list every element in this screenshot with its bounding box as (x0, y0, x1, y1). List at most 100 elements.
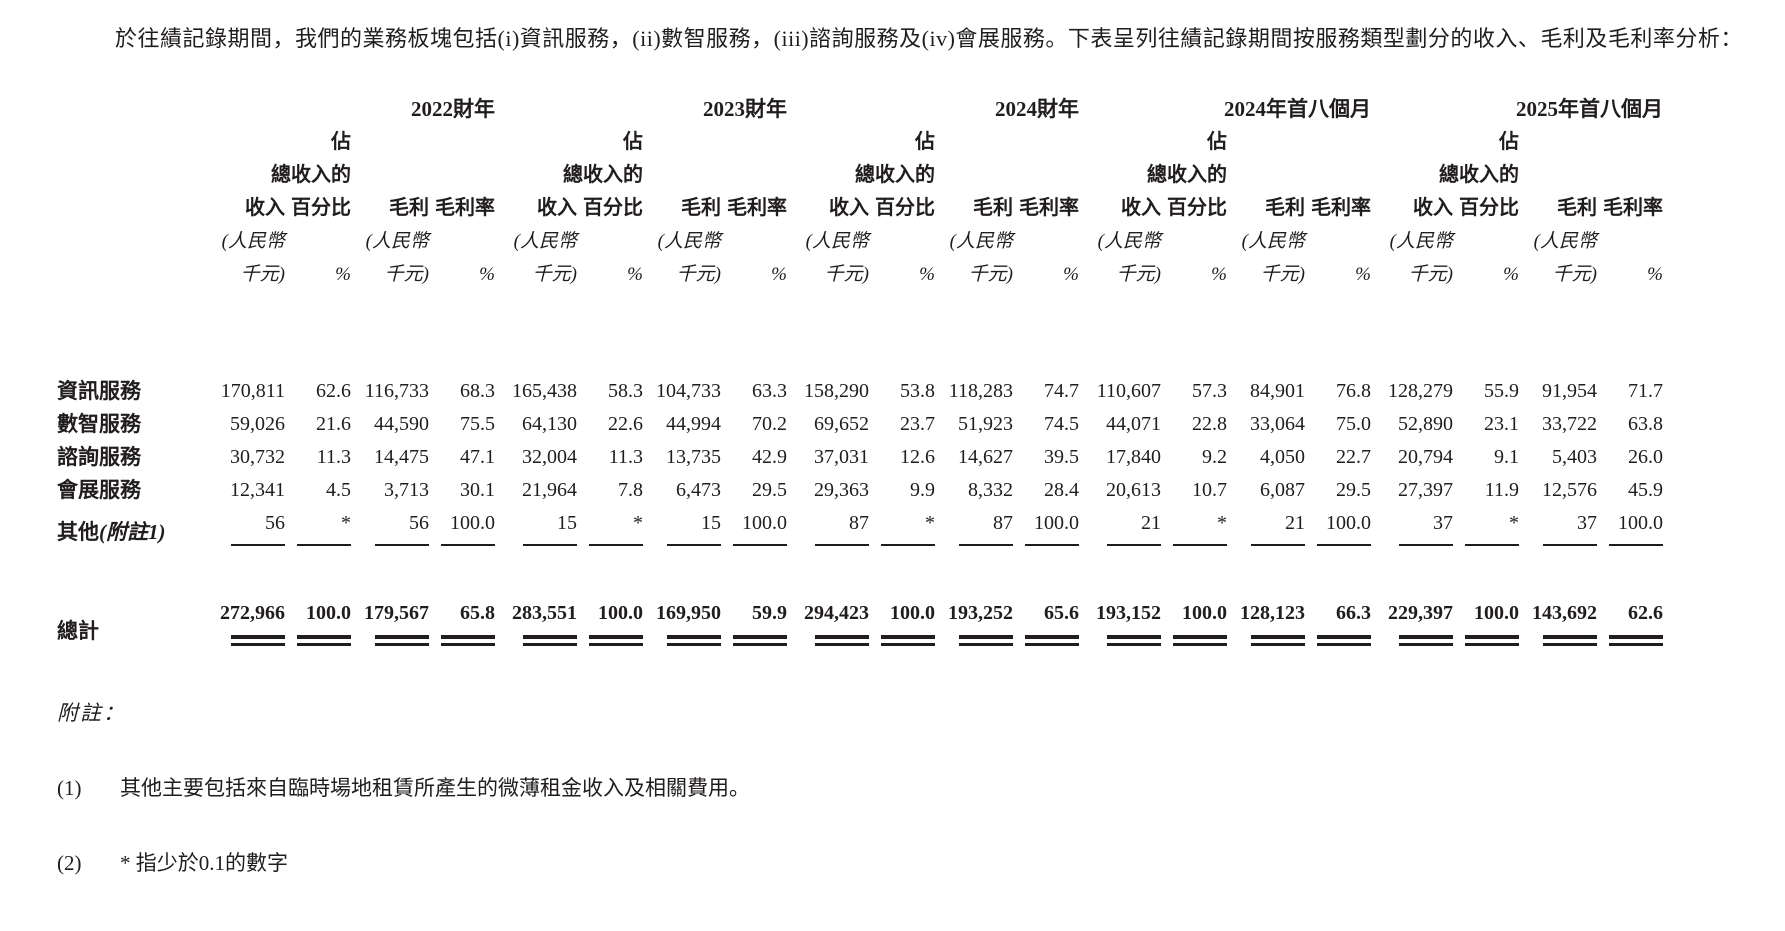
cell-text: 52,890 (1398, 413, 1453, 435)
value-cell-gross-profit: 56 (351, 507, 429, 549)
cell-text: 100.0 (598, 602, 643, 624)
cell-text: % (1063, 264, 1079, 285)
value-cell-gross-margin: 100.0 (1597, 507, 1663, 549)
cell-text: 179,567 (364, 602, 429, 624)
value-cell-gross-profit: 33,722 (1519, 408, 1597, 441)
unit-label-gross-profit: (人民幣 (1519, 225, 1597, 258)
table-corner (57, 93, 203, 126)
cell-text: 6,473 (676, 479, 721, 501)
cell-text: 47.1 (460, 446, 495, 468)
cell-text: % (919, 264, 935, 285)
pct-header-line2-gross-margin (1305, 159, 1371, 192)
pct-header-line2-gross-margin (429, 159, 495, 192)
cell-text: 千元) (1552, 264, 1597, 285)
unit-label-gross-margin (721, 225, 787, 258)
cell-text: 28.4 (1044, 479, 1079, 501)
cell-text: 51,923 (958, 413, 1013, 435)
pct-header-line1-gross-profit (935, 126, 1013, 159)
period-header-fy2023: 2023財年 (495, 93, 787, 126)
pct-header-line1-gross-margin (429, 126, 495, 159)
value-cell-gross-profit: 3,713 (351, 474, 429, 507)
cell-text: 12,341 (230, 479, 285, 501)
value-cell-gross-profit: 91,954 (1519, 375, 1597, 408)
value-cell-revenue: 44,071 (1079, 408, 1161, 441)
value-cell-gross-margin: 47.1 (429, 441, 495, 474)
single-underline (375, 544, 429, 546)
unit-label-revenue: (人民幣 (495, 225, 577, 258)
unit-label-pct-of-revenue: % (869, 258, 935, 291)
value-cell-revenue: 15 (495, 507, 577, 549)
cell-text: 百分比 (875, 197, 935, 219)
column-header-gross-profit: 毛利 (643, 192, 721, 225)
cell-text: 千元) (1408, 264, 1453, 285)
pct-header-line1-pct-of-revenue: 佔 (1161, 126, 1227, 159)
single-underline (441, 544, 495, 546)
value-cell-pct-of-revenue: 9.2 (1161, 441, 1227, 474)
unit-label-gross-profit: 千元) (1227, 258, 1305, 291)
single-underline (667, 544, 721, 546)
cell-text: 20,613 (1106, 479, 1161, 501)
pct-header-line1-revenue (495, 126, 577, 159)
total-cell-gross-margin: 62.6 (1597, 597, 1663, 648)
cell-text: 128,123 (1240, 602, 1305, 624)
total-cell-gross-margin: 65.8 (429, 597, 495, 648)
cell-text: 22.7 (1336, 446, 1371, 468)
single-underline (959, 544, 1013, 546)
cell-text: 收入 (245, 197, 285, 219)
column-header-revenue: 收入 (1079, 192, 1161, 225)
pct-header-line2-gross-margin (1013, 159, 1079, 192)
double-underline (959, 635, 1013, 646)
period-header-row: 2022財年 2023財年 2024財年 2024年首八個月 2025年首八個月 (57, 93, 1663, 126)
single-underline (1609, 544, 1663, 546)
cell-text: 165,438 (512, 380, 577, 402)
cell-text: 千元) (824, 264, 869, 285)
value-cell-pct-of-revenue: 9.1 (1453, 441, 1519, 474)
total-cell-gross-profit: 143,692 (1519, 597, 1597, 648)
double-underline (523, 635, 577, 646)
pct-header-line1-revenue (787, 126, 869, 159)
single-underline (589, 544, 643, 546)
column-header-gross-margin: 毛利率 (721, 192, 787, 225)
pct-header-line2-pct-of-revenue: 總收入的 (1147, 159, 1227, 192)
cell-text: 千元) (384, 264, 429, 285)
column-header-gross-profit: 毛利 (935, 192, 1013, 225)
column-header-pct-of-revenue: 百分比 (285, 192, 351, 225)
cell-text: * (1509, 512, 1519, 534)
row-label-consulting-services: 諮詢服務 (57, 441, 203, 474)
cell-text: 74.5 (1044, 413, 1079, 435)
value-cell-pct-of-revenue: * (1453, 507, 1519, 549)
single-underline (1107, 544, 1161, 546)
cell-text: 143,692 (1532, 602, 1597, 624)
cell-text: 56 (409, 512, 429, 534)
cell-text: 59.9 (752, 602, 787, 624)
value-cell-gross-profit: 44,590 (351, 408, 429, 441)
total-cell-gross-profit: 179,567 (351, 597, 429, 648)
cell-text: % (627, 264, 643, 285)
cell-text: 11.3 (316, 446, 351, 468)
cell-text: 百分比 (291, 197, 351, 219)
value-cell-pct-of-revenue: 4.5 (285, 474, 351, 507)
unit-label-gross-margin: % (1597, 258, 1663, 291)
single-underline (1465, 544, 1519, 546)
unit-label-gross-margin (1013, 225, 1079, 258)
double-underline (1173, 635, 1227, 646)
row-others: 其他 (附註1) 56 * 56 100.0 15 * 15 100.0 87 * 87 100.0 21 *… (57, 507, 1663, 549)
double-underline (1107, 635, 1161, 646)
cell-text: 65.6 (1044, 602, 1079, 624)
cell-text: 44,071 (1106, 413, 1161, 435)
header-row: 總收入的 總收入的 總收入的 總收入的 總收入的 (57, 159, 1663, 192)
cell-text: (人民幣 (365, 231, 429, 252)
pct-header-line1-revenue (1371, 126, 1453, 159)
total-cell-revenue: 294,423 (787, 597, 869, 648)
period-header-8m2024: 2024年首八個月 (1079, 93, 1371, 126)
unit-label-gross-margin: % (721, 258, 787, 291)
pct-header-line2-pct-of-revenue: 總收入的 (271, 159, 351, 192)
double-underline (231, 635, 285, 646)
cell-text: 55.9 (1484, 380, 1519, 402)
cell-text: 毛利率 (1603, 197, 1663, 219)
pct-header-line2-gross-margin (721, 159, 787, 192)
cell-text: (人民幣 (1389, 231, 1453, 252)
pct-header-line1-revenue (1079, 126, 1161, 159)
row-total: 總計 272,966 100.0 179,567 65.8 283,551 100.0 169… (57, 597, 1663, 648)
row-label-digital-intelligence-services: 數智服務 (57, 408, 203, 441)
